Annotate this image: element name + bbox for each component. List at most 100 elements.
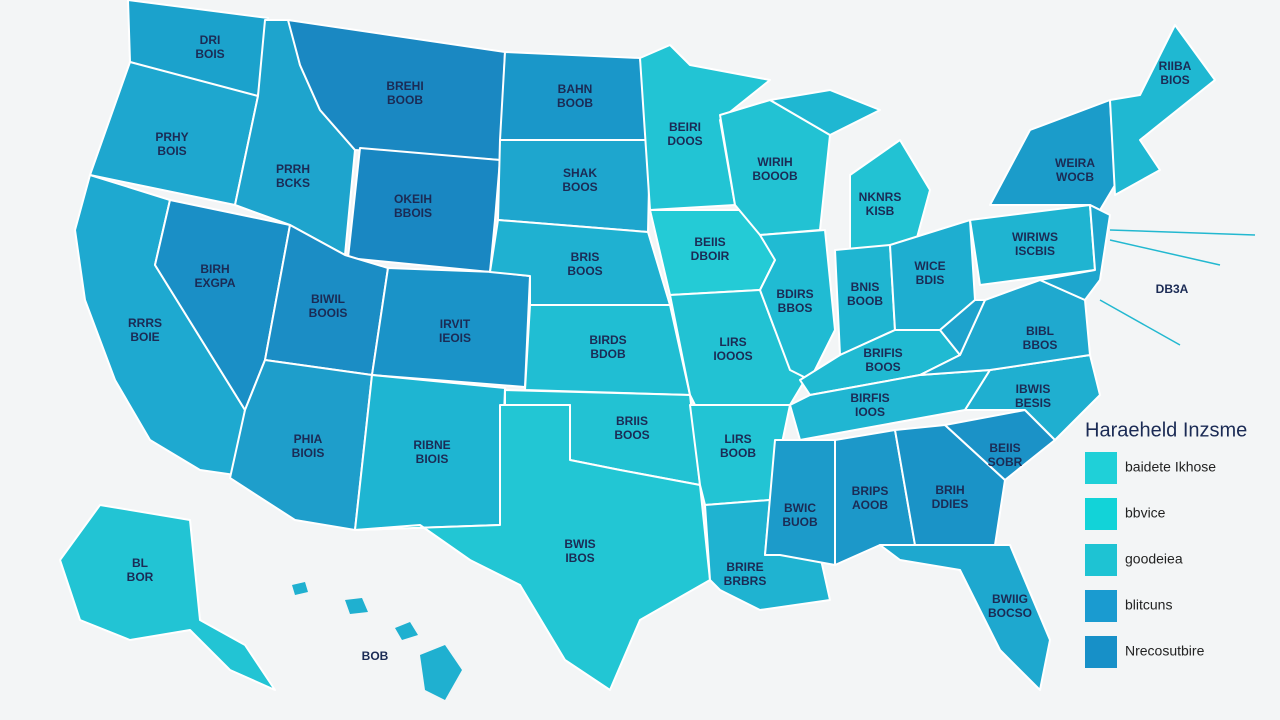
state-labels: DRIBOISBREHIBOOBBAHNBOOBPRHYBOISPRRHBCKS… [127, 33, 1192, 663]
state-label: BOCSO [988, 606, 1032, 620]
state [764, 439, 836, 566]
state-label: WEIRA [1055, 156, 1095, 170]
legend-swatch [1085, 544, 1117, 576]
state-label: EXGPA [194, 276, 235, 290]
island [345, 598, 368, 614]
state-label: BESIS [1015, 396, 1051, 410]
state-label: BDIS [916, 273, 945, 287]
state-label: BRBRS [724, 574, 767, 588]
legend-label: blitcuns [1125, 597, 1172, 613]
state-label: PHIA [294, 432, 323, 446]
legend-items: baidete Ikhose bbvice goodeiea blitcuns Nrec… [1085, 452, 1216, 668]
state-label: WOCB [1056, 170, 1094, 184]
state-label: BOOS [562, 180, 597, 194]
state-label: BWIC [784, 501, 816, 515]
state-label: SOBR [988, 455, 1023, 469]
island [292, 582, 308, 595]
state-label: WIRIH [757, 155, 792, 169]
state-label: IOOS [855, 405, 885, 419]
state-label: BIWIL [311, 292, 345, 306]
state-label: BOOS [567, 264, 602, 278]
legend: Haraeheld Inzsme baidete Ikhose bbvice goo… [1085, 419, 1247, 668]
callout-line [1109, 229, 1256, 236]
state [879, 544, 1051, 691]
legend-label: bbvice [1125, 505, 1166, 521]
state-label: BIRDS [589, 333, 626, 347]
state-label: IBOS [565, 551, 594, 565]
state [849, 139, 931, 251]
state [59, 504, 276, 691]
state-label: KISB [866, 204, 895, 218]
state [1109, 24, 1216, 196]
legend-label: Nrecosutbire [1125, 643, 1205, 659]
callout-line [1099, 299, 1181, 346]
state-label: IOOOS [713, 349, 752, 363]
callout-lines [1099, 229, 1256, 346]
callout-line [1109, 239, 1221, 266]
state-label: RIIBA [1159, 59, 1192, 73]
state-label: BIOIS [416, 452, 449, 466]
state-label: BWIIG [992, 592, 1028, 606]
state-label: BOOS [614, 428, 649, 442]
state-label: BUOB [782, 515, 818, 529]
state-label: BBOIS [394, 206, 432, 220]
state-label: BNIS [851, 280, 880, 294]
legend-swatch [1085, 636, 1117, 668]
legend-swatch [1085, 452, 1117, 484]
legend-swatch [1085, 590, 1117, 622]
state-label: DDIES [932, 497, 969, 511]
state-label: IBWIS [1016, 382, 1051, 396]
state-label: BIBL [1026, 324, 1054, 338]
state-label: NKNRS [859, 190, 902, 204]
state-label: DOOS [667, 134, 702, 148]
state-label: BAHN [558, 82, 593, 96]
state [354, 404, 711, 691]
state-label: BIRH [200, 262, 229, 276]
state-label: BRIPS [852, 484, 889, 498]
state-label: BIOIS [292, 446, 325, 460]
state-label: LIRS [719, 335, 746, 349]
state [759, 229, 836, 381]
state-label: PRRH [276, 162, 310, 176]
state-label: BRIRE [726, 560, 763, 574]
state-label: LIRS [724, 432, 751, 446]
state-label: DBOIR [691, 249, 730, 263]
state-label: WICE [914, 259, 945, 273]
state [939, 299, 986, 356]
state-label: PRHY [155, 130, 188, 144]
state-label: BBOS [778, 301, 813, 315]
state-label: BBOS [1023, 338, 1058, 352]
state-label: ISCBIS [1015, 244, 1055, 258]
state-label: BIRFIS [850, 391, 889, 405]
state-label: BOOB [720, 446, 756, 460]
island [395, 622, 418, 640]
state [1039, 204, 1111, 301]
state-label: BOOB [557, 96, 593, 110]
state [769, 89, 881, 136]
state-label: BEIRI [669, 120, 701, 134]
state-label: BRIFIS [863, 346, 902, 360]
state-label: BL [132, 556, 148, 570]
state-label: OKEIH [394, 192, 432, 206]
state-label: BRIIS [616, 414, 648, 428]
state-label: BOIS [195, 47, 224, 61]
state-label: BIOS [1160, 73, 1189, 87]
annotation: DB3A [1156, 282, 1189, 296]
state-label: BOOB [387, 93, 423, 107]
state-label: AOOB [852, 498, 888, 512]
state-label: BOB [362, 649, 389, 663]
island [420, 645, 462, 700]
state-label: BOR [127, 570, 154, 584]
state-label: BWIS [564, 537, 595, 551]
state-label: WIRIWS [1012, 230, 1058, 244]
state-label: BOIE [130, 330, 159, 344]
state-label: BREHI [386, 79, 423, 93]
state-label: DRI [200, 33, 221, 47]
state-label: BDOB [590, 347, 626, 361]
legend-swatch [1085, 498, 1117, 530]
state-label: BEIIS [989, 441, 1020, 455]
legend-title: Haraeheld Inzsme [1085, 419, 1247, 441]
state-label: BDIRS [776, 287, 813, 301]
state-label: IRVIT [440, 317, 471, 331]
